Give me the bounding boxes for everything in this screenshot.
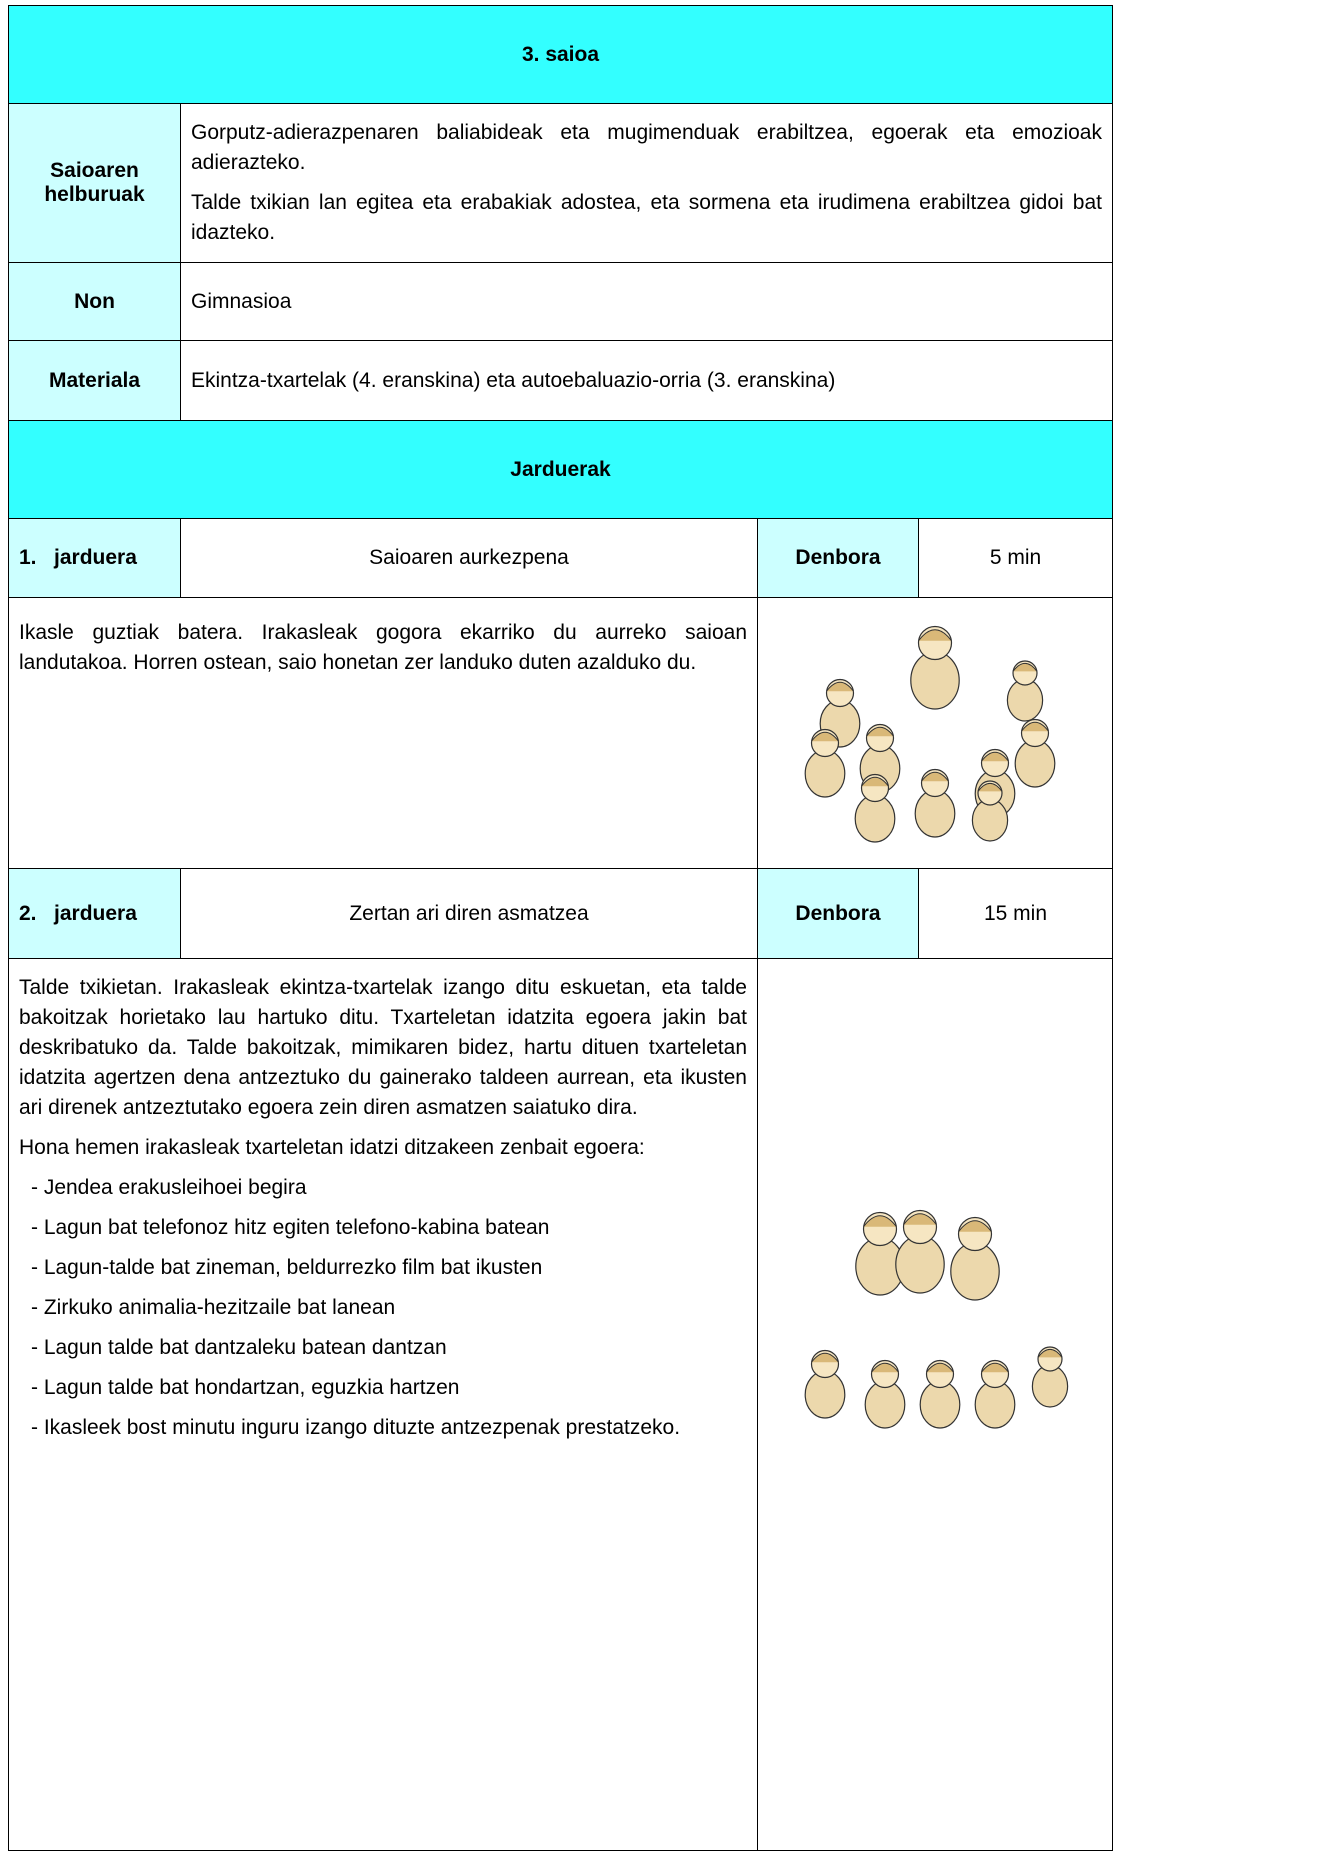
table-body: 3. saioa Saioaren helburuak Gorputz-adiera… — [8, 5, 1113, 1851]
section-header: Jarduerak — [8, 420, 1113, 519]
list-item: - Lagun talde bat dantzaleku batean dant… — [31, 1336, 447, 1359]
activity-number: 2. — [19, 901, 37, 925]
list-item: - Lagun bat telefonoz hitz egiten telefo… — [31, 1216, 550, 1239]
table-row: Jarduerak — [8, 420, 1113, 519]
activity-label-cell: 1. jarduera — [8, 518, 181, 598]
illustration-cell — [757, 958, 1113, 1851]
row-label: Non — [8, 262, 181, 341]
session-table: 3. saioa Saioaren helburuak Gorputz-adiera… — [8, 5, 1113, 1851]
activity-description: Talde txikietan. Irakasleak ekintza-txar… — [8, 958, 758, 1851]
activity-number: 1. — [19, 546, 37, 569]
paragraph: Talde txikian lan egitea eta erabakiak a… — [191, 191, 1102, 244]
row-content: Gimnasioa — [180, 262, 1113, 341]
paragraph: Gorputz-adierazpenaren baliabideak eta m… — [191, 121, 1102, 174]
row-content: Ekintza-txartelak (4. eranskina) eta aut… — [180, 340, 1113, 421]
paragraph: Ekintza-txartelak (4. eranskina) eta aut… — [191, 368, 836, 392]
paragraph: Hona hemen irakasleak txarteletan idatzi… — [19, 1136, 645, 1159]
illustration — [804, 1209, 1069, 1429]
activity-name: Saioaren aurkezpena — [180, 518, 758, 598]
table-row: 1. jarduera Saioaren aurkezpena Denbora 5 m… — [8, 518, 1113, 598]
table-row: Ikasle guztiak batera. Irakasleak gogora… — [8, 597, 1113, 869]
activity-label: jarduera — [54, 546, 137, 569]
list-item: - Zirkuko animalia-hezitzaile bat lanean — [31, 1296, 396, 1319]
title-cell: 3. saioa — [8, 5, 1113, 104]
list-item: - Lagun-talde bat zineman, beldurrezko f… — [31, 1256, 543, 1279]
time-label: Denbora — [757, 518, 919, 598]
row-content: Gorputz-adierazpenaren baliabideak eta m… — [180, 103, 1113, 263]
row-label: Materiala — [8, 340, 181, 421]
time-value: 5 min — [918, 518, 1113, 598]
list-item: - Jendea erakusleihoei begira — [31, 1176, 307, 1199]
list-item: - Lagun talde bat hondartzan, eguzkia ha… — [31, 1376, 460, 1399]
list-item: - Ikasleek bost minutu inguru izango dit… — [31, 1416, 681, 1439]
table-row: 2. jarduera Zertan ari diren asmatzea Denb… — [8, 868, 1113, 959]
activity-label-cell: 2. jarduera — [8, 868, 181, 959]
paragraph: Ikasle guztiak batera. Irakasleak gogora… — [19, 621, 747, 674]
illustration — [804, 625, 1056, 843]
time-value: 15 min — [918, 868, 1113, 959]
row-label: Saioaren helburuak — [8, 103, 181, 263]
paragraph: Talde txikietan. Irakasleak ekintza-txar… — [19, 976, 747, 1119]
activity-description: Ikasle guztiak batera. Irakasleak gogora… — [8, 597, 758, 869]
paragraph: Gimnasioa — [191, 289, 292, 313]
table-row: 3. saioa — [8, 5, 1113, 104]
table-row: Saioaren helburuak Gorputz-adierazpenaren… — [8, 103, 1113, 263]
document: 3. saioa Saioaren helburuak Gorputz-adiera… — [8, 5, 1113, 1851]
table-row: Materiala Ekintza-txartelak (4. eranskina… — [8, 340, 1113, 421]
activity-name: Zertan ari diren asmatzea — [180, 868, 758, 959]
time-label: Denbora — [757, 868, 919, 959]
table-row: Non Gimnasioa — [8, 262, 1113, 341]
illustration-cell — [757, 597, 1113, 869]
activity-label: jarduera — [54, 901, 137, 925]
table-row: Talde txikietan. Irakasleak ekintza-txar… — [8, 958, 1113, 1851]
